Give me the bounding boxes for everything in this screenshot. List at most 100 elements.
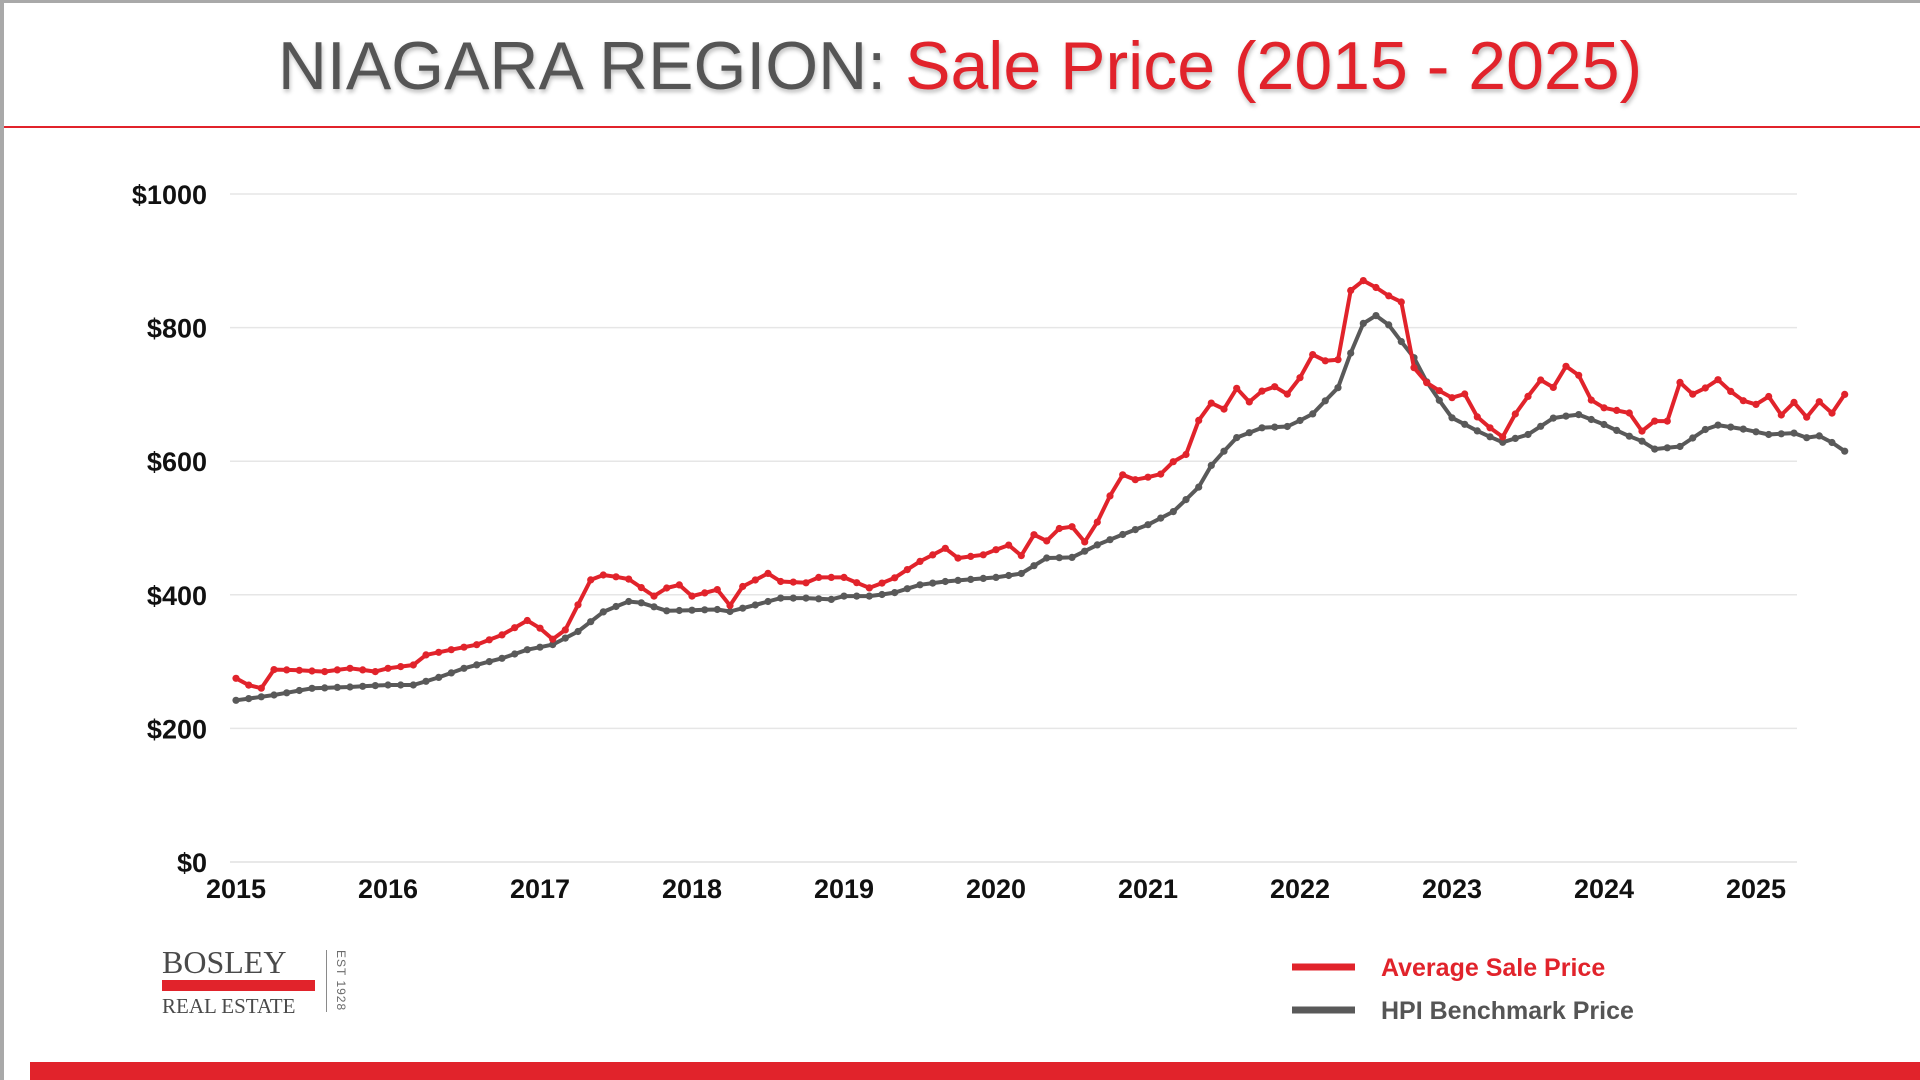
- data-point-avg: [1625, 409, 1633, 417]
- data-point-hpi: [498, 654, 506, 662]
- data-point-avg: [1068, 523, 1076, 531]
- data-point-avg: [1689, 390, 1697, 398]
- data-point-avg: [1537, 376, 1545, 384]
- data-point-avg: [1638, 427, 1646, 435]
- data-point-avg: [1651, 417, 1659, 425]
- data-point-hpi: [1448, 414, 1456, 422]
- data-point-avg: [1296, 374, 1304, 382]
- y-tick-label: $600: [147, 447, 207, 477]
- data-point-hpi: [713, 605, 721, 614]
- data-point-hpi: [891, 589, 899, 597]
- data-point-hpi: [1055, 554, 1063, 562]
- data-point-hpi: [321, 684, 329, 692]
- data-point-avg: [245, 681, 253, 689]
- data-point-avg: [599, 571, 607, 579]
- data-point-avg: [1309, 351, 1317, 359]
- series-line-avg: [234, 278, 1847, 691]
- data-point-hpi: [954, 576, 962, 585]
- data-point-avg: [409, 661, 417, 669]
- data-point-avg: [1600, 404, 1608, 412]
- data-point-hpi: [663, 607, 671, 615]
- data-point-hpi: [764, 597, 772, 606]
- data-point-hpi: [1587, 415, 1595, 424]
- data-point-hpi: [1562, 412, 1570, 420]
- data-point-hpi: [1752, 428, 1760, 436]
- data-point-avg: [1663, 417, 1671, 425]
- data-point-hpi: [929, 579, 937, 587]
- data-point-hpi: [1106, 536, 1114, 544]
- data-point-hpi: [992, 573, 1000, 582]
- data-point-hpi: [1689, 434, 1697, 442]
- data-point-hpi: [460, 664, 468, 672]
- y-tick-label: $400: [147, 581, 207, 611]
- data-point-hpi: [257, 693, 265, 701]
- data-point-avg: [713, 586, 721, 594]
- bosley-logo: BOSLEY REAL ESTATE EST 1928: [162, 944, 362, 1018]
- data-point-hpi: [1461, 420, 1469, 428]
- data-point-avg: [359, 666, 367, 674]
- data-point-hpi: [1524, 430, 1532, 439]
- data-point-hpi: [587, 618, 595, 626]
- logo-red-bar: [162, 980, 315, 991]
- data-point-hpi: [612, 602, 620, 611]
- data-point-avg: [1017, 552, 1025, 560]
- data-point-avg: [397, 663, 405, 671]
- data-point-hpi: [1486, 433, 1494, 441]
- data-point-avg: [1372, 283, 1380, 292]
- data-point-hpi: [270, 691, 278, 699]
- data-point-avg: [1524, 392, 1532, 400]
- data-point-avg: [321, 668, 329, 676]
- x-axis-ticks: 2015 2016 2017 2018 2019 2020 2021 2022 2023 2024…: [206, 874, 1786, 904]
- data-point-hpi: [789, 594, 797, 602]
- data-point-avg: [283, 666, 291, 674]
- data-point-hpi: [941, 577, 949, 586]
- data-point-avg: [1271, 383, 1279, 391]
- x-tick-label: 2020: [966, 874, 1026, 904]
- data-point-hpi: [283, 689, 291, 697]
- logo-brand: BOSLEY: [162, 944, 287, 980]
- data-point-hpi: [422, 677, 430, 685]
- data-point-hpi: [1600, 420, 1608, 429]
- data-point-avg: [435, 648, 443, 656]
- data-point-avg: [954, 554, 962, 562]
- data-point-avg: [802, 579, 810, 587]
- data-point-avg: [1055, 524, 1063, 533]
- data-point-avg: [1207, 399, 1215, 407]
- data-point-avg: [574, 601, 582, 609]
- data-point-hpi: [435, 673, 443, 682]
- data-point-hpi: [346, 683, 354, 691]
- data-point-hpi: [1081, 547, 1089, 555]
- data-point-hpi: [1727, 423, 1735, 431]
- data-point-hpi: [1359, 319, 1367, 327]
- data-point-hpi: [1030, 562, 1038, 570]
- data-point-avg: [1131, 476, 1139, 484]
- data-point-hpi: [840, 592, 848, 600]
- data-point-hpi: [637, 599, 645, 607]
- data-point-hpi: [384, 681, 392, 689]
- x-tick-label: 2021: [1118, 874, 1178, 904]
- data-point-avg: [523, 616, 531, 625]
- x-tick-label: 2019: [814, 874, 874, 904]
- data-point-hpi: [726, 607, 734, 616]
- data-point-avg: [1157, 470, 1165, 478]
- data-point-hpi: [1397, 338, 1405, 346]
- data-point-avg: [1803, 413, 1811, 421]
- legend-label-avg: Average Sale Price: [1381, 954, 1605, 982]
- data-point-hpi: [1765, 430, 1773, 439]
- data-point-avg: [1385, 292, 1393, 300]
- data-point-hpi: [1511, 434, 1519, 442]
- data-point-hpi: [1575, 411, 1583, 419]
- data-point-hpi: [827, 595, 835, 604]
- page-title: NIAGARA REGION: Sale Price (2015 - 2025): [0, 22, 1920, 110]
- data-point-avg: [422, 651, 430, 659]
- footer-bar: [30, 1062, 1920, 1080]
- data-point-hpi: [1182, 496, 1190, 504]
- data-point-avg: [308, 667, 316, 675]
- data-point-hpi: [1321, 397, 1329, 405]
- legend: Average Sale Price HPI Benchmark Price: [1292, 954, 1634, 1025]
- data-point-avg: [333, 666, 341, 674]
- data-point-hpi: [473, 661, 481, 669]
- data-point-hpi: [1131, 526, 1139, 534]
